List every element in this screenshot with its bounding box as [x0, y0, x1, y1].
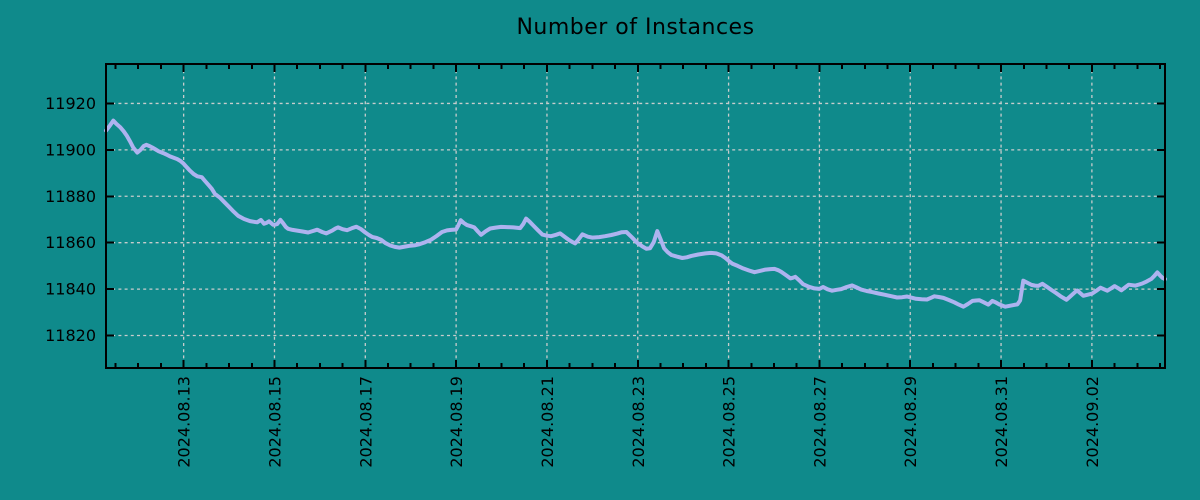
plot-frame: [105, 63, 1166, 369]
y-tick-label: 11920: [45, 94, 96, 113]
x-tick-label: 2024.08.25: [720, 376, 739, 468]
y-tick-label: 11820: [45, 326, 96, 345]
y-tick-label: 11900: [45, 140, 96, 159]
y-tick-label: 11860: [45, 233, 96, 252]
y-tick-label: 11840: [45, 280, 96, 299]
x-tick-label: 2024.08.29: [901, 376, 920, 468]
x-tick-label: 2024.08.19: [447, 376, 466, 468]
x-tick-label: 2024.09.02: [1083, 376, 1102, 468]
y-tick-label: 11880: [45, 187, 96, 206]
x-tick-label: 2024.08.27: [810, 376, 829, 468]
x-tick-label: 2024.08.13: [175, 376, 194, 468]
x-tick-label: 2024.08.31: [992, 376, 1011, 468]
x-tick-label: 2024.08.23: [629, 376, 648, 468]
series-line-instances: [104, 118, 1167, 309]
x-tick-label: 2024.08.17: [356, 376, 375, 468]
x-tick-label: 2024.08.15: [265, 376, 284, 468]
chart-title: Number of Instances: [516, 15, 755, 40]
x-tick-label: 2024.08.21: [538, 376, 557, 468]
